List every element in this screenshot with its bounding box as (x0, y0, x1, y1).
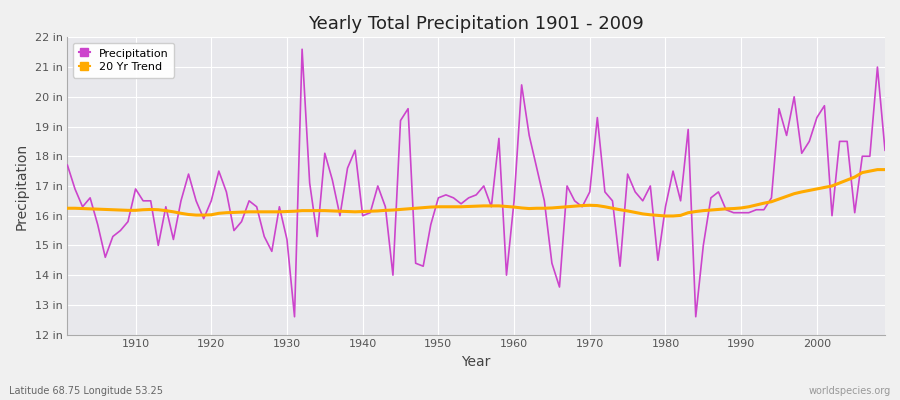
Text: worldspecies.org: worldspecies.org (809, 386, 891, 396)
X-axis label: Year: Year (462, 355, 490, 369)
20 Yr Trend (501, 204, 512, 209)
20 Yr Trend (335, 209, 346, 214)
Legend: Precipitation, 20 Yr Trend: Precipitation, 20 Yr Trend (73, 43, 174, 78)
Precipitation (122, 219, 133, 224)
Precipitation (297, 47, 308, 52)
20 Yr Trend (879, 167, 890, 172)
20 Yr Trend (599, 204, 610, 209)
Line: Precipitation: Precipitation (68, 49, 885, 317)
Text: Latitude 68.75 Longitude 53.25: Latitude 68.75 Longitude 53.25 (9, 386, 163, 396)
Y-axis label: Precipitation: Precipitation (15, 142, 29, 230)
20 Yr Trend (872, 167, 883, 172)
Precipitation (524, 133, 535, 138)
Line: 20 Yr Trend: 20 Yr Trend (68, 170, 885, 216)
20 Yr Trend (62, 206, 73, 211)
Precipitation (62, 163, 73, 168)
Title: Yearly Total Precipitation 1901 - 2009: Yearly Total Precipitation 1901 - 2009 (309, 15, 644, 33)
Precipitation (304, 180, 315, 185)
20 Yr Trend (508, 205, 519, 210)
Precipitation (517, 82, 527, 87)
20 Yr Trend (289, 209, 300, 214)
Precipitation (615, 264, 626, 269)
20 Yr Trend (660, 214, 670, 218)
Precipitation (879, 148, 890, 153)
Precipitation (289, 314, 300, 319)
20 Yr Trend (122, 208, 133, 213)
Precipitation (350, 148, 361, 153)
